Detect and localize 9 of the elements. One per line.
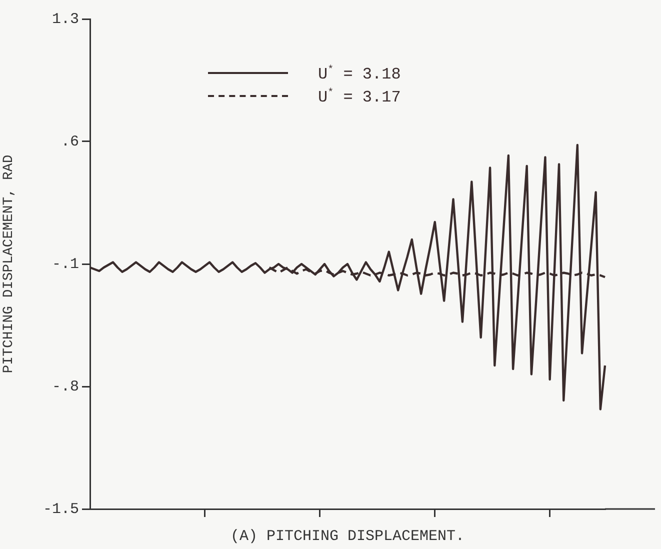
y-tick-label: -.8 (52, 378, 79, 396)
y-tick-label: 1.3 (52, 10, 79, 28)
legend-label: U$^{*}$ = 3.18 (318, 64, 401, 84)
legend-label: U$^{*}$ = 3.17 (318, 86, 401, 108)
y-tick-label: -1.5 (42, 500, 79, 518)
y-axis-title: PITCHING DISPLACEMENT, RAD (1, 154, 18, 374)
x-axis-title: (A) PITCHING DISPLACEMENT. (230, 528, 465, 545)
y-tick-label: -.1 (52, 256, 79, 273)
y-tick-label: .6 (60, 133, 79, 150)
